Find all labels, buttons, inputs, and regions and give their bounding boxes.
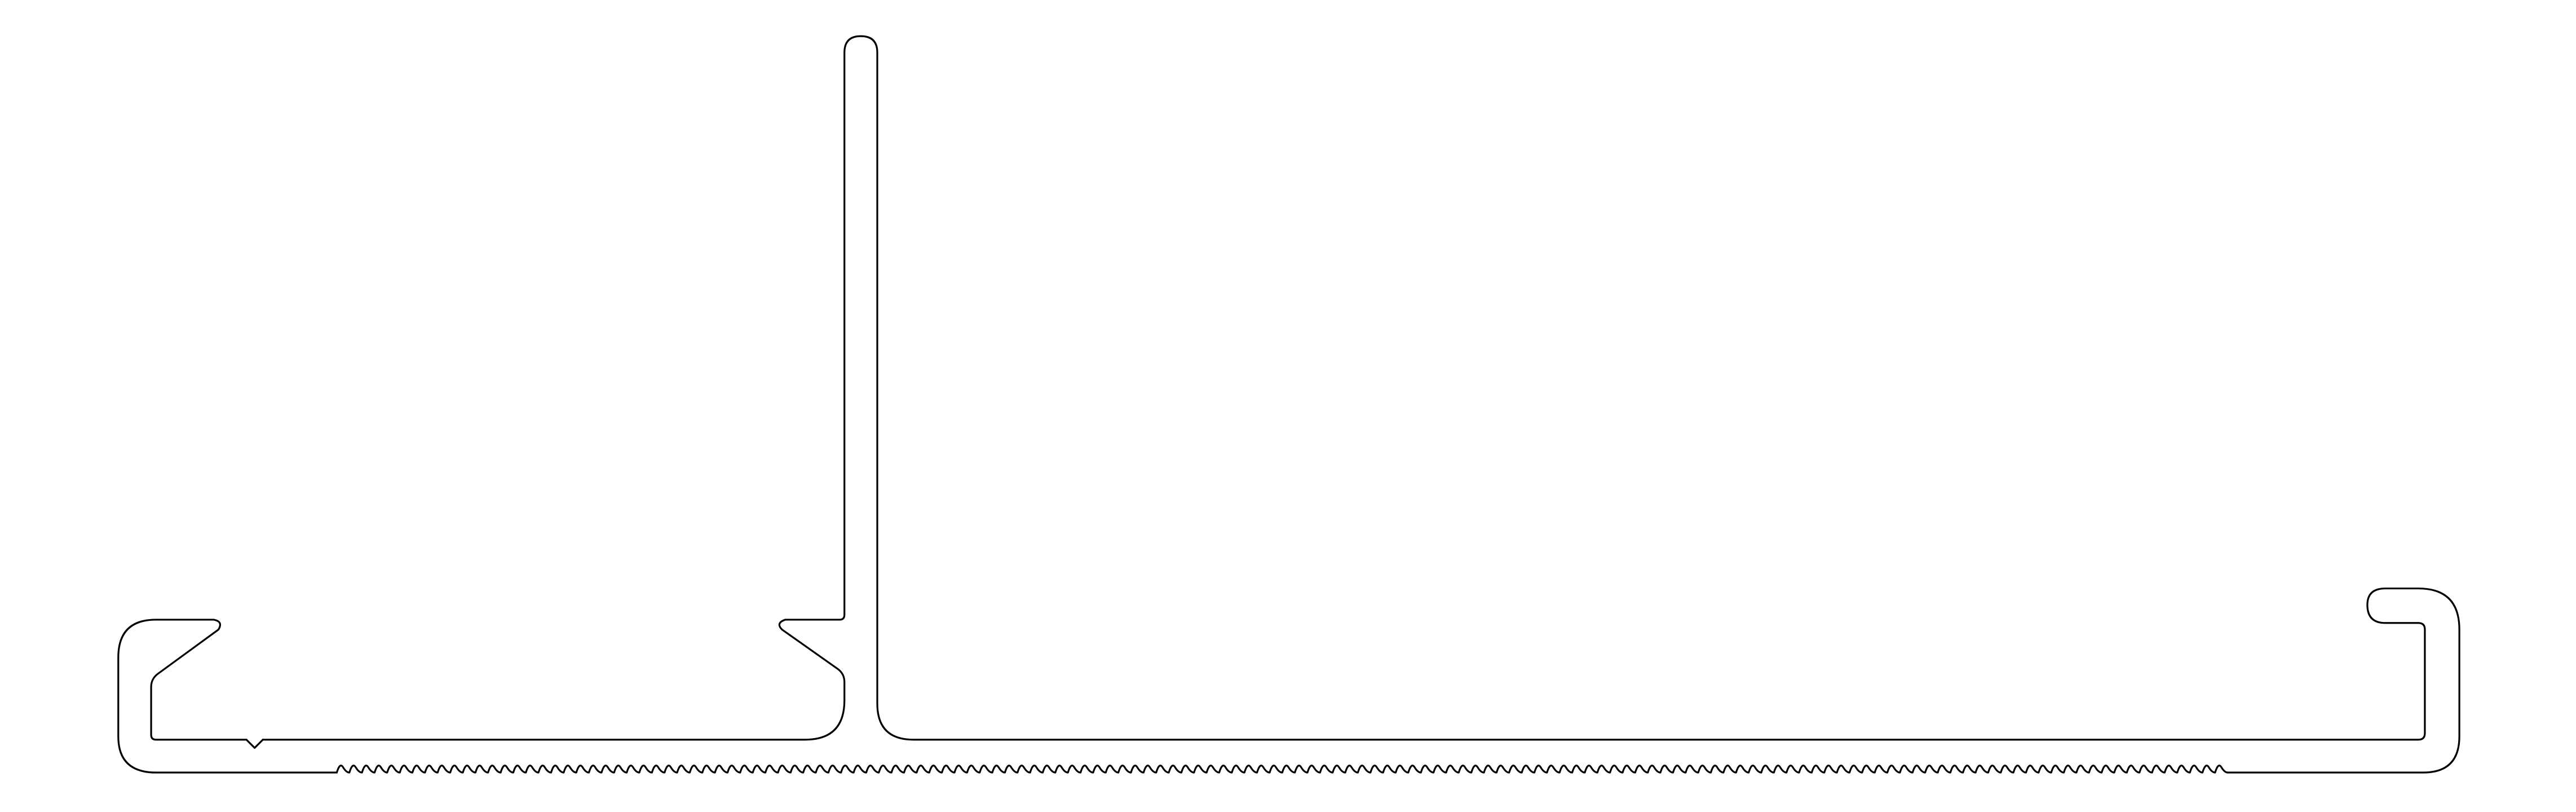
aluminium-profile-section (117, 35, 2460, 774)
serrated-underside-grip (335, 765, 2229, 774)
profile-outer-contour (117, 35, 2460, 774)
clip-notch-marker (245, 739, 264, 749)
